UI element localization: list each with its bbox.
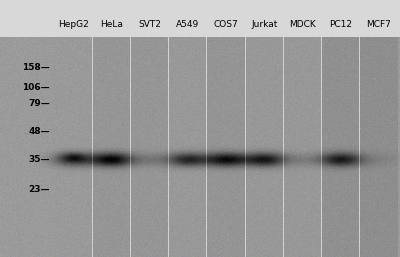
Text: MDCK: MDCK (289, 20, 316, 29)
Text: PC12: PC12 (329, 20, 352, 29)
Text: Jurkat: Jurkat (251, 20, 278, 29)
Text: A549: A549 (176, 20, 200, 29)
Text: COS7: COS7 (214, 20, 238, 29)
Text: SVT2: SVT2 (138, 20, 161, 29)
Text: HeLa: HeLa (100, 20, 123, 29)
Text: 48—: 48— (28, 127, 50, 136)
Text: 158—: 158— (22, 63, 50, 72)
Text: 23—: 23— (28, 185, 50, 194)
Text: HepG2: HepG2 (58, 20, 88, 29)
Text: 106—: 106— (22, 83, 50, 92)
Text: 35—: 35— (28, 155, 50, 164)
Text: MCF7: MCF7 (366, 20, 391, 29)
Text: 79—: 79— (28, 98, 50, 107)
